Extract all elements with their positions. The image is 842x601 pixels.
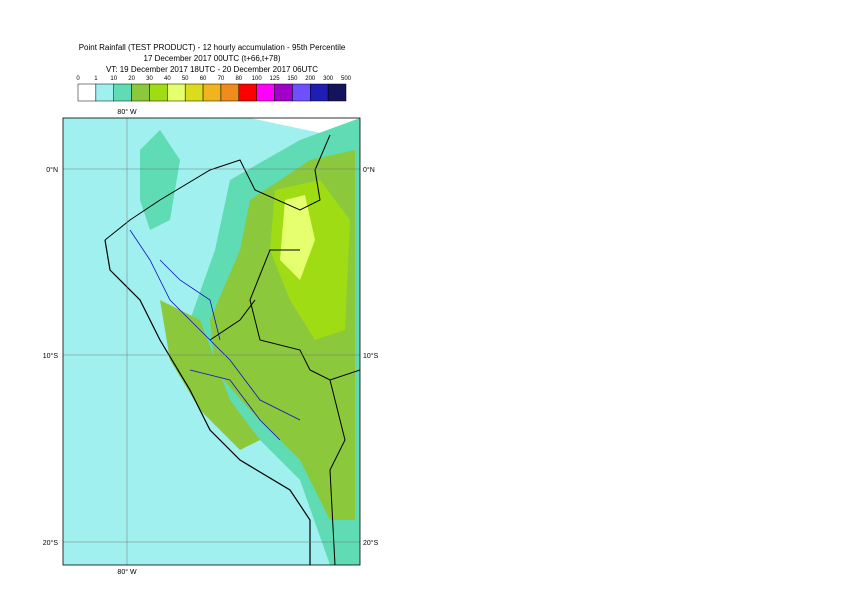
legend-swatch	[167, 83, 186, 102]
title: Point Rainfall (TEST PRODUCT) - 12 hourl…	[79, 43, 346, 52]
lat-label: 10°S	[43, 352, 59, 360]
legend-swatch	[149, 83, 168, 102]
lat-label: 20°S	[363, 539, 379, 547]
legend-tick: 125	[270, 76, 281, 82]
legend-swatch	[274, 83, 293, 102]
map	[63, 118, 360, 565]
legend-swatch	[77, 83, 97, 102]
legend-swatch	[184, 83, 204, 102]
run-time: 17 December 2017 00UTC (t+66,t+78)	[144, 54, 281, 63]
legend-swatch	[113, 83, 132, 102]
legend-tick: 30	[146, 76, 153, 82]
legend-swatch	[256, 83, 275, 102]
legend-tick: 40	[164, 76, 171, 82]
legend-swatch	[292, 83, 311, 102]
legend-swatch	[327, 83, 347, 102]
legend-tick: 300	[323, 76, 334, 82]
lon-label: 80° W	[117, 568, 137, 576]
lat-label: 0°N	[363, 166, 375, 174]
legend-tick: 80	[235, 76, 242, 82]
lat-label: 10°S	[363, 352, 379, 360]
legend-tick: 10	[110, 76, 117, 82]
valid-time: VT: 19 December 2017 18UTC - 20 December…	[106, 65, 318, 74]
legend-swatch	[220, 83, 240, 102]
lat-label: 0°N	[46, 166, 58, 174]
legend-tick: 50	[182, 76, 189, 82]
lon-label: 80° W	[117, 108, 137, 116]
legend: 0 1 10 20 30 40 50 60 70 80 100 125 150 200 300 500	[76, 76, 352, 102]
legend-tick: 500	[341, 76, 352, 82]
legend-tick: 100	[252, 76, 263, 82]
legend-tick: 200	[305, 76, 316, 82]
legend-tick: 0	[76, 76, 80, 82]
map-frame	[62, 117, 361, 566]
legend-tick: 150	[287, 76, 298, 82]
legend-tick: 1	[94, 76, 98, 82]
legend-swatch	[310, 83, 329, 102]
legend-tick: 60	[200, 76, 207, 82]
legend-swatch	[238, 83, 257, 102]
legend-tick: 70	[218, 76, 225, 82]
legend-swatch	[202, 83, 222, 102]
lat-label: 20°S	[43, 539, 59, 547]
legend-swatch	[131, 83, 150, 102]
legend-swatch	[95, 83, 114, 102]
legend-tick: 20	[128, 76, 135, 82]
